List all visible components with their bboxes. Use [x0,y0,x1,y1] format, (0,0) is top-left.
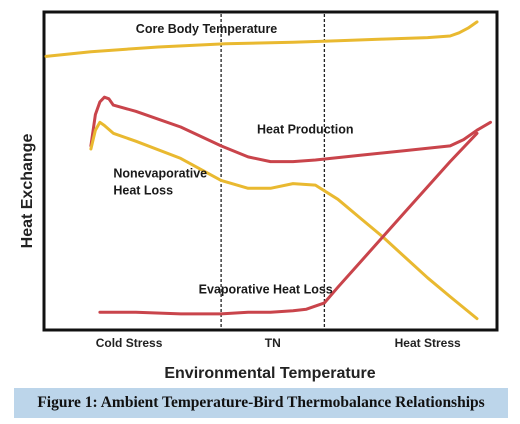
series-line-evaporative-heat-loss [98,131,479,316]
series-label-heat-production: Heat Production [257,122,354,136]
series-label-nonevaporative-heat-loss: Nonevaporative Heat Loss [113,166,207,197]
series-line-heat-production [89,95,492,164]
figure-caption: Figure 1: Ambient Temperature-Bird Therm… [37,394,485,411]
series-label-evaporative-heat-loss: Evaporative Heat Loss [199,282,333,296]
x-tick-label-tn: TN [265,336,281,350]
series-line-core-body-temperature [44,20,479,58]
x-axis-title: Environmental Temperature [164,365,375,382]
zone-boundaries [220,14,326,328]
series-layer [44,20,492,321]
series-labels: Core Body Temperature Heat Production None… [113,22,353,297]
series-label-core-body-temperature: Core Body Temperature [136,22,278,36]
plot-frame [42,10,499,332]
x-tick-label-cold-stress: Cold Stress [96,336,163,350]
x-tick-labels: Cold Stress TN Heat Stress [96,336,461,350]
series-line-nonevaporative-heat-loss [89,120,479,321]
caption-bar: Figure 1: Ambient Temperature-Bird Therm… [14,388,508,418]
y-axis-title: Heat Exchange [19,134,36,249]
x-tick-label-heat-stress: Heat Stress [395,336,461,350]
